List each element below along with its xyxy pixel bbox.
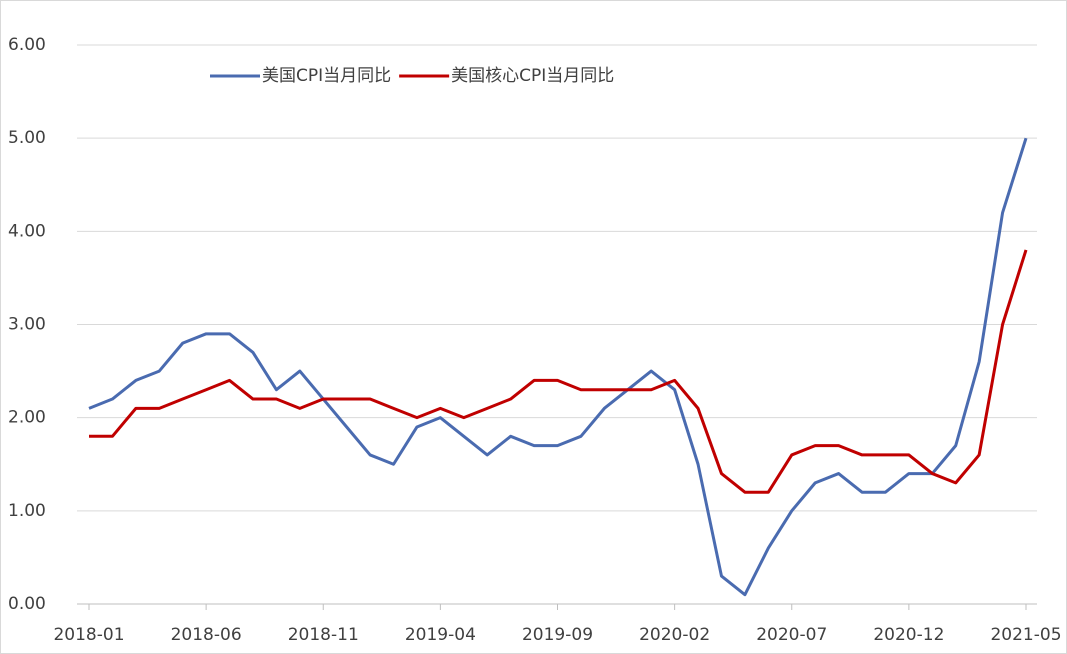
y-tick-label: 3.00 — [8, 315, 46, 335]
x-tick-label: 2020-02 — [639, 625, 710, 645]
legend-label: 美国CPI当月同比 — [262, 66, 391, 86]
y-tick-label: 5.00 — [8, 128, 46, 148]
y-tick-label: 0.00 — [8, 594, 46, 614]
x-tick-label: 2021-05 — [990, 625, 1061, 645]
x-tick-label: 2020-12 — [873, 625, 944, 645]
x-tick-label: 2018-06 — [171, 625, 242, 645]
legend-label: 美国核心CPI当月同比 — [451, 66, 614, 86]
y-tick-label: 2.00 — [8, 408, 46, 428]
line-series — [88, 137, 1028, 597]
y-tick-label: 4.00 — [8, 221, 46, 241]
x-tick-label: 2020-07 — [756, 625, 827, 645]
line-series — [89, 249, 1028, 494]
y-tick-label: 1.00 — [8, 501, 46, 521]
x-tick-label: 2018-01 — [53, 625, 124, 645]
x-tick-label: 2019-09 — [522, 625, 593, 645]
x-tick-label: 2018-11 — [288, 625, 359, 645]
x-tick-label: 2019-04 — [405, 625, 476, 645]
y-tick-label: 6.00 — [8, 35, 46, 55]
